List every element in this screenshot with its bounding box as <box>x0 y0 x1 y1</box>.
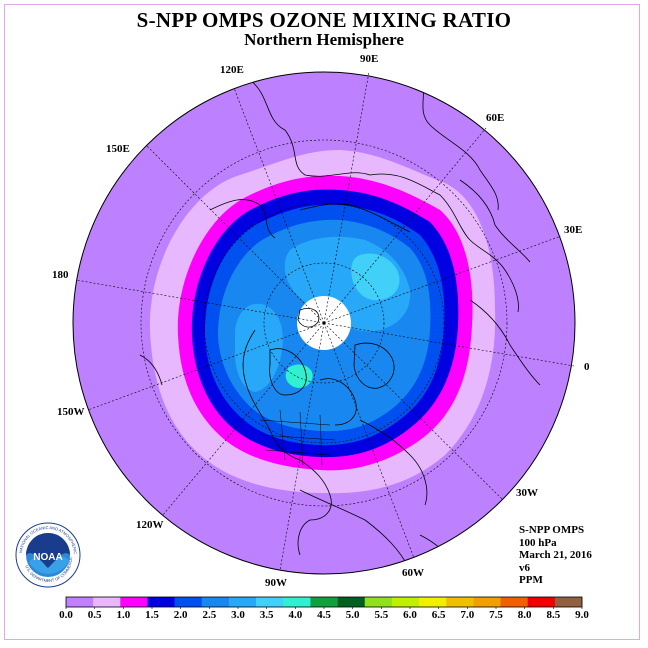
colorbar-tick-label: 0.5 <box>88 609 102 621</box>
colorbar-tick-label: 5.5 <box>374 609 388 621</box>
info-version: v6 <box>519 561 530 574</box>
colorbar-tick-label: 9.0 <box>575 609 589 621</box>
colorbar-swatch <box>201 597 230 607</box>
colorbar-swatch <box>93 597 121 607</box>
map-title: S-NPP OMPS OZONE MIXING RATIO <box>136 8 512 32</box>
colorbar-swatch <box>554 597 583 607</box>
colorbar-swatch <box>256 597 284 607</box>
colorbar-tick-label: 8.0 <box>518 609 532 621</box>
colorbar-swatch <box>527 597 556 607</box>
colorbar-tick-label: 4.0 <box>288 609 302 621</box>
graticule <box>75 71 575 571</box>
map-subtitle: Northern Hemisphere <box>244 30 404 49</box>
longitude-labels: 90E 60E 30E 0 30W 60W 90W 120W 150W 180 … <box>52 53 590 589</box>
colorbar-swatch <box>419 597 447 607</box>
colorbar-tick-label: 7.0 <box>460 609 474 621</box>
colorbar: 0.0 0.5 1.0 1.5 2.0 2.5 3.0 3.5 4.0 4.5 5.0 5.5 6.0 6… <box>59 596 589 621</box>
info-units: PPM <box>519 574 543 586</box>
colorbar-tick-label: 3.0 <box>231 609 245 621</box>
lon-label-150e: 150E <box>106 143 130 155</box>
colorbar-tick-label: 8.5 <box>546 609 560 621</box>
lon-label-60e: 60E <box>486 112 504 124</box>
lon-label-180: 180 <box>52 269 69 281</box>
colorbar-tick-label: 2.5 <box>202 609 216 621</box>
colorbar-swatch <box>446 597 474 607</box>
lon-label-30e: 30E <box>564 224 582 236</box>
coastlines <box>139 72 541 574</box>
colorbar-swatch <box>147 597 175 607</box>
colorbar-tick-label: 5.0 <box>346 609 360 621</box>
colorbar-tick-label: 0.0 <box>59 609 73 621</box>
colorbar-tick-label: 7.5 <box>489 609 503 621</box>
colorbar-tick-label: 6.0 <box>403 609 417 621</box>
lon-label-30w: 30W <box>516 487 538 499</box>
noaa-logo-icon: NOAA NATIONAL OCEANIC AND ATMOSPHERIC AD… <box>15 522 81 588</box>
colorbar-tick-label: 1.5 <box>145 609 159 621</box>
colorbar-tick-label: 3.5 <box>260 609 274 621</box>
info-date: March 21, 2016 <box>519 549 592 561</box>
colorbar-swatch <box>174 597 203 607</box>
colorbar-swatch <box>310 597 338 607</box>
colorbar-swatch <box>391 597 420 607</box>
lon-label-60w: 60W <box>402 567 424 579</box>
colorbar-swatch <box>337 597 366 607</box>
band-3-0-b <box>234 303 283 392</box>
info-block: S-NPP OMPS 100 hPa March 21, 2016 v6 PPM <box>519 524 592 587</box>
colorbar-tick-label: 6.5 <box>432 609 446 621</box>
lon-label-90e: 90E <box>360 53 378 65</box>
lon-label-150w: 150W <box>57 406 85 418</box>
colorbar-swatch <box>473 597 501 607</box>
info-level: 100 hPa <box>519 536 557 549</box>
figure-frame <box>4 4 640 640</box>
band-3-5 <box>351 253 400 301</box>
colorbar-swatch <box>500 597 528 607</box>
colorbar-swatch <box>66 597 94 607</box>
logo-text: NOAA <box>33 552 62 563</box>
lon-label-90w: 90W <box>265 577 287 589</box>
colorbar-tick-label: 4.5 <box>317 609 331 621</box>
colorbar-swatch <box>120 597 148 607</box>
colorbar-swatch <box>364 597 393 607</box>
colorbar-swatch <box>283 597 311 607</box>
info-instrument: S-NPP OMPS <box>519 524 585 536</box>
colorbar-tick-label: 1.0 <box>116 609 130 621</box>
colorbar-swatch <box>228 597 257 607</box>
colorbar-tick-label: 2.0 <box>174 609 188 621</box>
lon-label-0: 0 <box>584 361 590 373</box>
lon-label-120w: 120W <box>136 519 164 531</box>
lon-label-120e: 120E <box>220 64 244 76</box>
